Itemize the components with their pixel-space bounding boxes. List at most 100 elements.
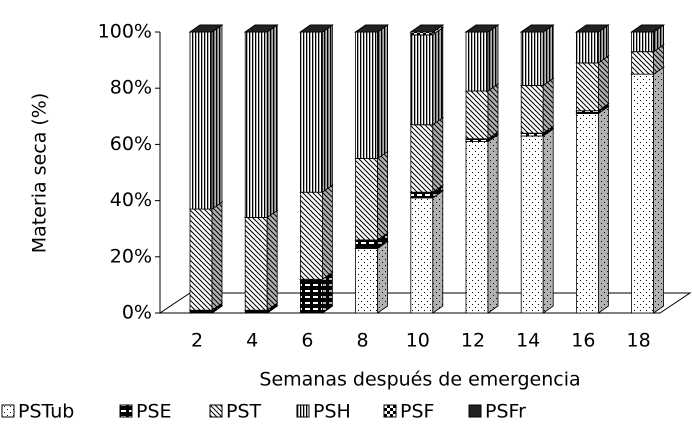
bar-side-shade [432,25,443,35]
bar-segment [409,190,445,314]
bar-front [576,110,599,114]
bar-side-shade [322,185,333,280]
bar-side-shade [212,25,222,210]
bar-front [355,239,379,249]
bar-front [576,113,599,314]
bar-segment [299,184,334,281]
bar-segment [409,116,445,193]
bar-front [244,309,268,314]
bar-segment [188,24,224,33]
bar-top [630,24,665,33]
x-tick-label: 8 [357,330,369,352]
bar-front [576,62,599,112]
bar-front [520,84,544,134]
bar-top [299,24,334,33]
legend-swatch [119,404,133,418]
legend-swatch [296,404,310,418]
bar-front [355,158,379,241]
bar-front [299,191,323,280]
y-tick-label: 80% [110,77,152,99]
bar-front [189,309,213,314]
legend-label: PSTub [18,401,74,423]
bar-front [189,208,213,311]
bar-segment [354,240,389,314]
legend-swatch [383,404,397,418]
bar-front [631,31,654,53]
bar-side-shade [322,25,333,193]
legend-label: PSE [136,401,172,423]
bar-side-shade [212,202,222,311]
bar-segment [464,133,500,314]
bar-side-shade [653,25,664,52]
bar-front [576,31,599,64]
bar-top [188,24,224,33]
x-tick-label: 16 [571,330,595,352]
bar-side-shade [488,134,498,313]
bar-front [631,51,654,75]
bar-segment [464,83,500,140]
bar-top [464,24,500,33]
bar-front [465,141,489,314]
bar-segment [354,24,389,160]
x-axis-label: Semanas después de emergencia [259,369,580,391]
bar-segment [409,27,445,126]
x-tick-label: 18 [627,330,651,352]
bar-side-shade [432,185,443,198]
bar-front [410,197,434,314]
bar-side-shade [377,232,388,249]
legend-swatch [468,404,482,418]
bar-side-shade [212,303,222,313]
bar-front [299,278,323,314]
bar-side-shade [267,210,278,311]
bar-segment [575,105,610,314]
bar-segment [299,24,334,33]
bar-front [631,73,654,314]
y-tick-label: 100% [98,21,152,43]
legend-label: PSF [400,401,434,423]
x-tick-label: 12 [461,330,485,352]
bar-side-shade [598,103,609,114]
legend-label: PST [226,401,262,423]
x-tick-label: 14 [516,330,540,352]
bar-segment [243,24,279,33]
y-tick-label: 40% [110,189,152,211]
legend-swatch [1,404,15,418]
bar-segment [299,24,334,193]
bar-top [354,24,389,33]
bar-front [410,124,434,193]
bar-front [410,34,434,126]
bar-segment [243,24,279,219]
bar-front [244,217,268,311]
x-tick-label: 6 [301,330,313,352]
bar-segment [630,66,665,314]
legend-label: PSH [313,401,351,423]
bar-front [520,31,544,86]
legend-label: PSFr [485,401,526,423]
bar-front [465,138,489,142]
bar-segment [575,55,610,112]
bar-front [465,90,489,140]
bar-segment [188,24,224,210]
bar-segment [409,24,445,33]
bar-segment [188,201,224,311]
bar-side-shade [377,241,388,313]
bar-side-shade [543,126,554,136]
bar-side-shade [653,67,664,314]
bar-front [244,31,268,218]
bar-front [465,31,489,92]
bar-segment [630,24,665,33]
legend-swatch [209,404,223,418]
bar-side-shade [543,78,554,134]
bar-front [410,191,434,199]
bar-top [409,24,445,33]
bar-side-shade [598,106,609,314]
bar-top [575,24,610,33]
bar-side-shade [543,25,554,86]
x-tick-label: 10 [406,330,430,352]
y-tick-label: 20% [110,245,152,267]
x-tick-label: 4 [246,330,258,352]
bar-segment [575,24,610,33]
bar-side-shade [267,25,278,218]
bar-front [355,31,379,159]
bar-side-shade [543,128,554,313]
